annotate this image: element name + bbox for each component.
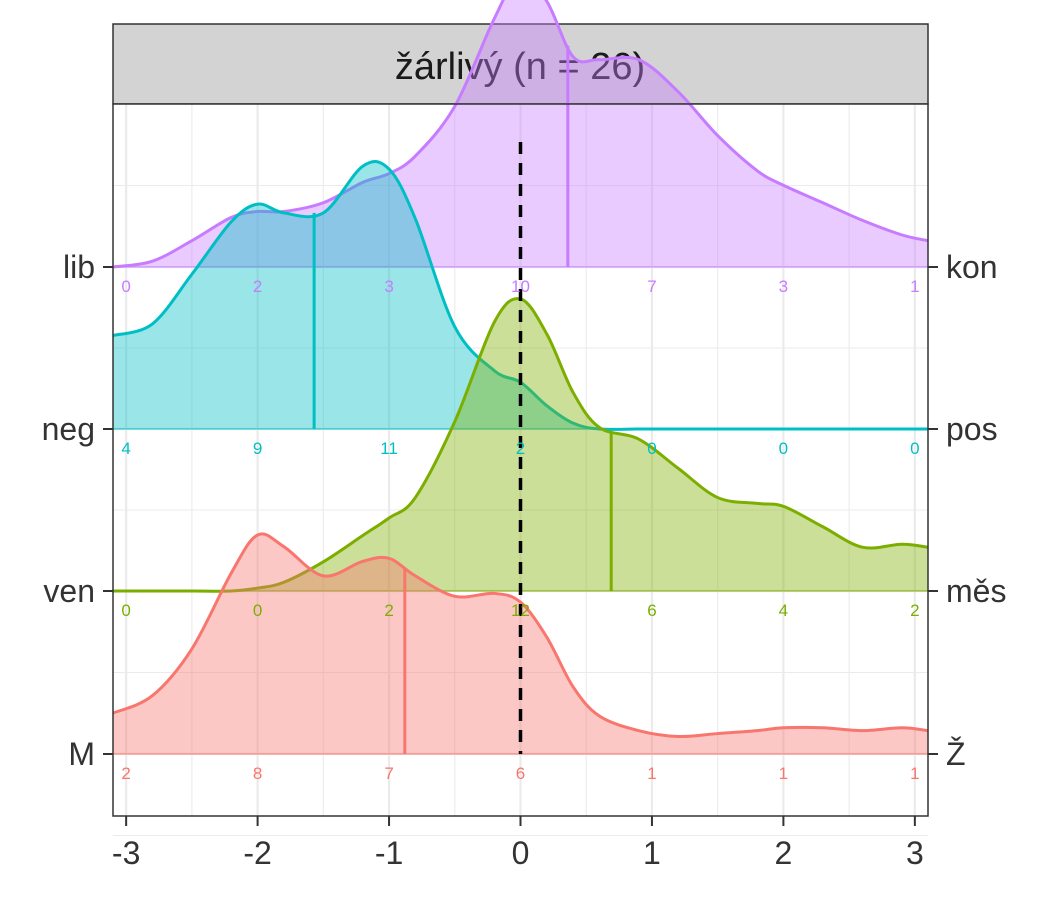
count-label-lib: 1 bbox=[910, 277, 919, 296]
density-area-lib bbox=[113, 0, 928, 267]
density-area-neg bbox=[113, 161, 928, 430]
facet-strip: žárlivý (n = 26) bbox=[112, 23, 929, 105]
count-label-neg: 2 bbox=[516, 439, 525, 458]
y-tick-label-left: ven bbox=[43, 573, 95, 609]
count-label-ven: 0 bbox=[253, 601, 262, 620]
ridge-neg bbox=[112, 160, 928, 431]
y-tick-label-right: pos bbox=[946, 411, 998, 447]
count-label-neg: 0 bbox=[779, 439, 788, 458]
ridge-lib bbox=[112, 0, 929, 269]
x-tick-label: 1 bbox=[643, 835, 661, 871]
count-label-ven: 2 bbox=[910, 601, 919, 620]
y-tick-label-right: měs bbox=[946, 573, 1006, 609]
count-label-M: 7 bbox=[384, 764, 393, 783]
grid-lines bbox=[113, 104, 928, 837]
density-line-M bbox=[112, 532, 929, 739]
density-line-ven bbox=[113, 297, 929, 593]
count-label-M: 2 bbox=[121, 764, 130, 783]
x-tick-label: 3 bbox=[906, 835, 924, 871]
count-label-ven: 2 bbox=[384, 601, 393, 620]
count-label-neg: 4 bbox=[121, 439, 130, 458]
x-tick-label: 0 bbox=[512, 835, 530, 871]
count-label-M: 1 bbox=[910, 764, 919, 783]
count-label-M: 8 bbox=[253, 764, 262, 783]
count-label-lib: 10 bbox=[511, 277, 530, 296]
density-ridges bbox=[112, 0, 929, 755]
count-label-lib: 3 bbox=[384, 277, 393, 296]
count-label-M: 1 bbox=[779, 764, 788, 783]
count-labels: 2 8 7 6 1 1 10 0 2 12 6 4 24 9 11 2 0 0 00 2 3 10 7 3 1 bbox=[121, 277, 919, 783]
count-label-neg: 9 bbox=[253, 439, 262, 458]
count-label-neg: 0 bbox=[910, 439, 919, 458]
density-line-lib bbox=[112, 0, 929, 269]
count-label-M: 6 bbox=[516, 764, 525, 783]
chart-title: žárlivý (n = 26) bbox=[395, 46, 645, 88]
count-label-lib: 0 bbox=[121, 277, 130, 296]
density-line-neg bbox=[112, 160, 928, 431]
y-tick-label-right: Ž bbox=[946, 736, 966, 772]
count-label-lib: 2 bbox=[253, 277, 262, 296]
x-tick-label: -2 bbox=[243, 835, 271, 871]
count-label-ven: 0 bbox=[121, 601, 130, 620]
x-tick-label: -1 bbox=[375, 835, 403, 871]
x-axis: -3 -2 -1 0 1 2 3 bbox=[112, 816, 924, 871]
count-label-lib: 7 bbox=[647, 277, 656, 296]
y-tick-label-left: M bbox=[68, 736, 95, 772]
count-label-neg: 0 bbox=[647, 439, 656, 458]
x-tick-label: 2 bbox=[775, 835, 793, 871]
count-label-neg: 11 bbox=[380, 439, 398, 458]
count-label-M: 1 bbox=[647, 764, 656, 783]
y-tick-label-left: lib bbox=[63, 249, 95, 285]
y-tick-label-left: neg bbox=[42, 411, 95, 447]
count-label-ven: 12 bbox=[511, 601, 530, 620]
density-area-M bbox=[113, 533, 928, 754]
count-label-ven: 4 bbox=[779, 601, 788, 620]
count-label-lib: 3 bbox=[779, 277, 788, 296]
y-tick-label-right: kon bbox=[946, 249, 998, 285]
count-label-ven: 6 bbox=[647, 601, 656, 620]
x-tick-label: -3 bbox=[112, 835, 140, 871]
